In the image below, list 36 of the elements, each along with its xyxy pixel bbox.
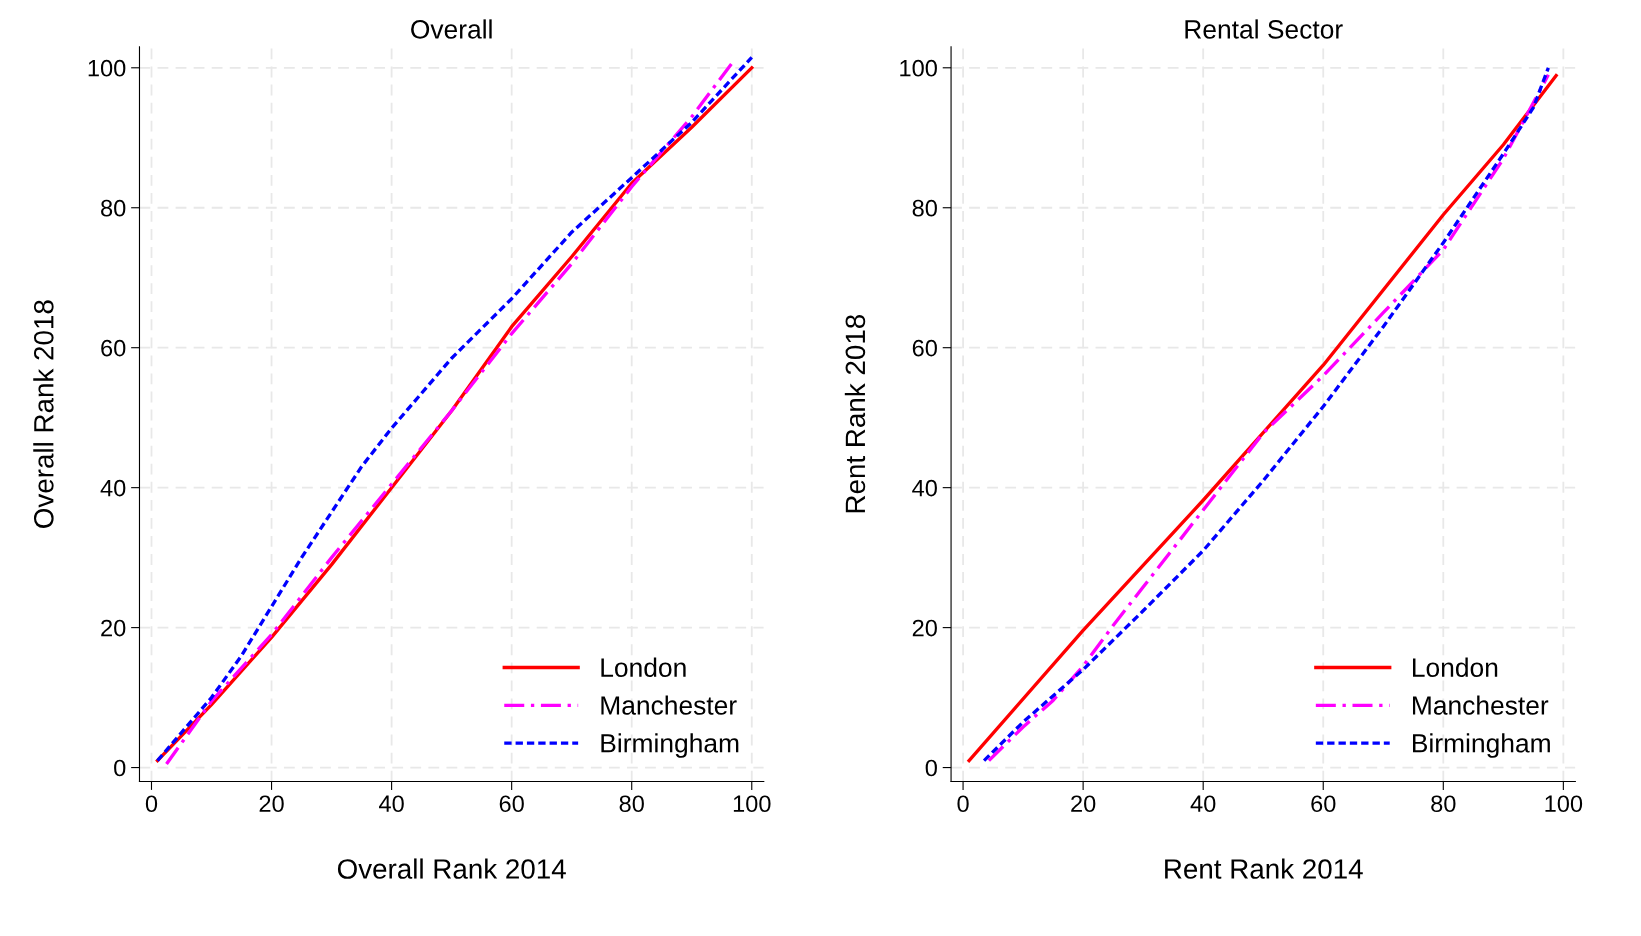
legend-label: London: [601, 657, 686, 678]
chart-title: Rental Sector: [1185, 19, 1343, 39]
y-axis-title: Rent Rank 2018: [844, 315, 866, 513]
x-tick-label: 20: [259, 795, 284, 813]
x-tick-label: 0: [957, 795, 969, 813]
y-tick-label: 80: [101, 199, 126, 217]
legend-label: Birmingham: [601, 733, 739, 758]
chart-title: Overall: [411, 19, 492, 39]
x-axis-title: Overall Rank 2014: [337, 858, 566, 879]
x-tick-label: 60: [499, 795, 524, 813]
legend-label: Manchester: [601, 695, 737, 715]
legend-label: Birmingham: [1413, 733, 1550, 758]
x-tick-label: 60: [1311, 795, 1336, 813]
y-tick-label: 80: [912, 199, 937, 217]
x-axis-title: Rent Rank 2014: [1165, 858, 1363, 879]
legend-label: Manchester: [1413, 695, 1549, 715]
y-tick-label: 0: [925, 759, 937, 777]
x-tick-label: 100: [1545, 795, 1583, 813]
x-tick-label: 0: [145, 795, 158, 813]
x-tick-label: 80: [619, 795, 644, 813]
y-tick-label: 100: [900, 59, 937, 77]
x-tick-label: 40: [379, 795, 404, 813]
x-tick-label: 40: [1190, 795, 1216, 813]
y-axis-title: Overall Rank 2018: [33, 300, 54, 528]
x-tick-label: 20: [1071, 795, 1096, 813]
y-tick-label: 20: [101, 619, 126, 637]
x-tick-label: 80: [1431, 795, 1456, 813]
y-tick-label: 60: [101, 339, 126, 357]
legend-label: London: [1413, 657, 1498, 678]
y-tick-label: 40: [100, 479, 126, 497]
y-tick-label: 20: [912, 619, 937, 637]
y-tick-label: 40: [912, 479, 937, 497]
y-tick-label: 100: [88, 59, 126, 77]
x-tick-label: 100: [733, 795, 771, 813]
y-tick-label: 60: [912, 339, 937, 357]
y-tick-label: 0: [114, 759, 126, 777]
